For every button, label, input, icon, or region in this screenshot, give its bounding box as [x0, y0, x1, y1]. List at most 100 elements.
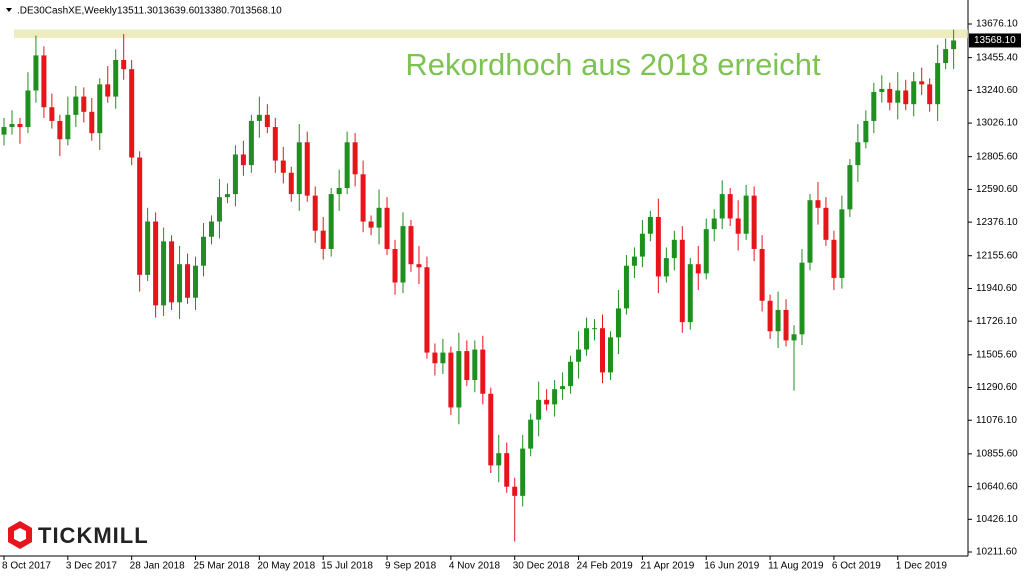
- x-tick-label: 16 Jun 2019: [704, 561, 759, 572]
- candle-body: [73, 96, 79, 115]
- x-tick-label: 28 Jan 2018: [130, 561, 185, 572]
- candle-body: [145, 221, 151, 275]
- annotation: Rekordhoch aus 2018 erreicht: [405, 47, 821, 82]
- candle-body: [304, 142, 310, 196]
- candle-body: [911, 81, 917, 105]
- menu-arrow: [6, 8, 12, 12]
- candle-body: [201, 236, 206, 266]
- candle-body: [512, 486, 518, 496]
- candle-body: [424, 267, 430, 353]
- candle-body: [105, 84, 111, 97]
- candle-body: [312, 195, 318, 231]
- candle-body: [488, 393, 494, 466]
- candle-body: [256, 114, 262, 121]
- candle-body: [576, 349, 582, 362]
- candle-body: [623, 265, 629, 309]
- candle-body: [49, 107, 55, 121]
- candle-body: [408, 226, 414, 265]
- candle-body: [863, 120, 869, 143]
- x-tick-label: 24 Feb 2019: [577, 561, 634, 572]
- candle-body: [919, 81, 925, 85]
- candle-body: [392, 248, 398, 283]
- candle-body: [663, 258, 669, 277]
- candle-body: [480, 349, 486, 394]
- candle-body: [97, 84, 103, 134]
- y-tick-label: 10640.60: [976, 481, 1018, 492]
- x-tick-label: 30 Dec 2018: [513, 561, 570, 572]
- price-label: 13568.10: [974, 35, 1016, 46]
- candle-body: [759, 248, 765, 301]
- candle-body: [831, 239, 837, 278]
- candle-body: [568, 361, 574, 387]
- candle-body: [296, 142, 302, 195]
- candle-body: [65, 114, 71, 140]
- candle-body: [57, 120, 63, 140]
- candle-body: [807, 200, 813, 263]
- candle-body: [839, 209, 845, 278]
- candle-body: [368, 221, 374, 228]
- ohlc-low: 13380.70: [199, 6, 241, 17]
- candle-body: [560, 386, 566, 390]
- candle-body: [9, 123, 15, 128]
- candle-body: [879, 88, 885, 92]
- ohlc-close: 13568.10: [240, 6, 282, 17]
- candle-body: [552, 389, 558, 405]
- candle-body: [456, 351, 462, 408]
- candle-body: [767, 300, 773, 332]
- candle-body: [703, 229, 709, 274]
- candle-body: [400, 226, 406, 283]
- x-tick-label: 1 Dec 2019: [896, 561, 948, 572]
- candle-body: [815, 200, 821, 208]
- y-tick-label: 12590.60: [976, 184, 1018, 195]
- candle-body: [783, 309, 789, 341]
- ohlc-high: 13639.60: [158, 6, 200, 17]
- candle-body: [33, 55, 39, 91]
- candle-body: [727, 194, 733, 219]
- x-tick-label: 3 Dec 2017: [66, 561, 118, 572]
- logo-text: TICKMILL: [38, 523, 149, 548]
- y-tick-label: 11076.10: [976, 415, 1017, 426]
- candle-body: [775, 309, 781, 332]
- candle-body: [280, 160, 286, 173]
- candle-body: [935, 63, 941, 105]
- candle-body: [81, 96, 87, 112]
- candle-body: [735, 218, 741, 234]
- candle-body: [791, 334, 797, 341]
- y-tick-label: 11726.10: [976, 316, 1017, 327]
- candle-body: [927, 84, 933, 105]
- candle-body: [448, 352, 454, 408]
- candle-body: [89, 111, 95, 134]
- candle-body: [288, 172, 294, 195]
- candle-body: [328, 194, 334, 249]
- candle-body: [153, 221, 159, 306]
- x-tick-label: 9 Sep 2018: [385, 561, 437, 572]
- y-tick-label: 13455.40: [976, 52, 1018, 63]
- candle-body: [719, 194, 725, 219]
- candle-body: [344, 142, 350, 188]
- candle-body: [871, 91, 877, 121]
- price-label-box: [969, 33, 1021, 48]
- symbol: .DE30CashXE,Weekly: [17, 6, 117, 17]
- candle-body: [193, 265, 199, 298]
- candle-body: [169, 241, 175, 303]
- resistance-band: [14, 29, 968, 38]
- candle-body: [631, 256, 637, 266]
- candle-body: [224, 194, 230, 198]
- candle-body: [639, 233, 645, 257]
- candle-body: [360, 174, 366, 222]
- candle-body: [416, 264, 422, 268]
- candle-body: [615, 308, 621, 338]
- y-tick-label: 13026.10: [976, 118, 1018, 129]
- candle-body: [384, 207, 390, 249]
- candle-body: [823, 207, 829, 240]
- candle-body: [895, 90, 901, 103]
- candle-body: [496, 453, 502, 466]
- x-tick-label: 6 Oct 2019: [832, 561, 881, 572]
- candle-body: [185, 264, 191, 298]
- candle-body: [528, 419, 534, 449]
- candle-body: [129, 69, 135, 158]
- x-tick-label: 21 Apr 2019: [640, 561, 694, 572]
- candle-body: [943, 49, 949, 64]
- candle-body: [671, 239, 677, 259]
- candle-body: [121, 59, 127, 70]
